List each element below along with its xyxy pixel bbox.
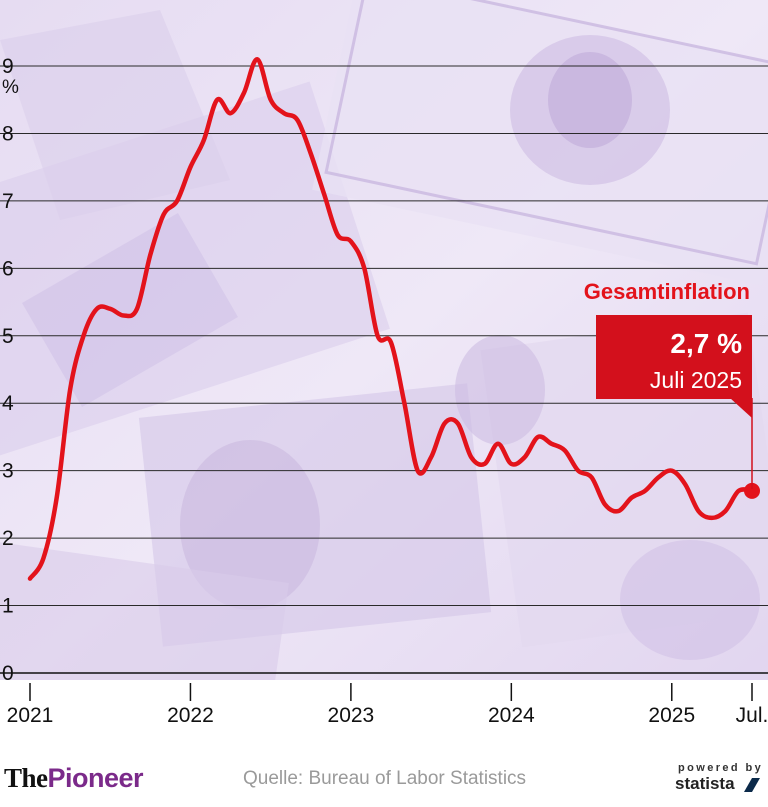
y-tick-label: 5 [2,325,14,348]
callout-date: Juli 2025 [650,367,742,393]
callout-value: 2,7 % [670,328,742,359]
logo-the: The [4,763,48,793]
y-tick-label: 3 [2,460,14,483]
series-line [27,57,755,581]
chart-area: 0 1 2 3 4 5 6 7 8 9% 2021 2022 2023 2024 2025 Jul. Ges… [0,0,768,755]
y-tick-label: 6 [2,257,14,280]
y-tick-label: 9 [2,55,14,78]
y-tick-label: 8 [2,122,14,145]
x-tick-label: 2025 [648,704,695,727]
logo-pioneer: Pioneer [47,763,144,793]
grid-lines [0,65,768,607]
x-tick-label: Jul. [736,704,768,727]
x-axis-band [0,680,768,755]
callout-series-label: Gesamtinflation [584,279,750,304]
x-axis: 2021 2022 2023 2024 2025 Jul. [0,672,768,755]
statista-logo: powered by statista [672,762,764,800]
statista-brand: statista [675,774,735,793]
source-note: Quelle: Bureau of Labor Statistics [243,768,527,789]
y-tick-label: 2 [2,527,14,550]
series-gesamtinflation [27,57,760,581]
x-tick-label: 2022 [167,704,214,727]
y-tick-label: 7 [2,190,14,213]
y-unit-label: % [2,77,19,98]
y-tick-label: 1 [2,595,14,618]
y-tick-label: 4 [2,392,14,415]
the-pioneer-logo: ThePioneer [4,763,144,794]
annotation-callout: Gesamtinflation 2,7 % Juli 2025 [584,279,753,489]
x-tick-label: 2024 [488,704,535,727]
background-banknotes [0,0,768,732]
statista-mark-icon [744,778,760,792]
callout-pointer [730,398,752,418]
footer [0,755,768,807]
x-tick-label: 2023 [328,704,375,727]
statista-powered-by: powered by [678,762,764,774]
x-tick-label: 2021 [7,704,54,727]
last-point-marker [744,482,760,499]
callout-box [596,315,752,399]
